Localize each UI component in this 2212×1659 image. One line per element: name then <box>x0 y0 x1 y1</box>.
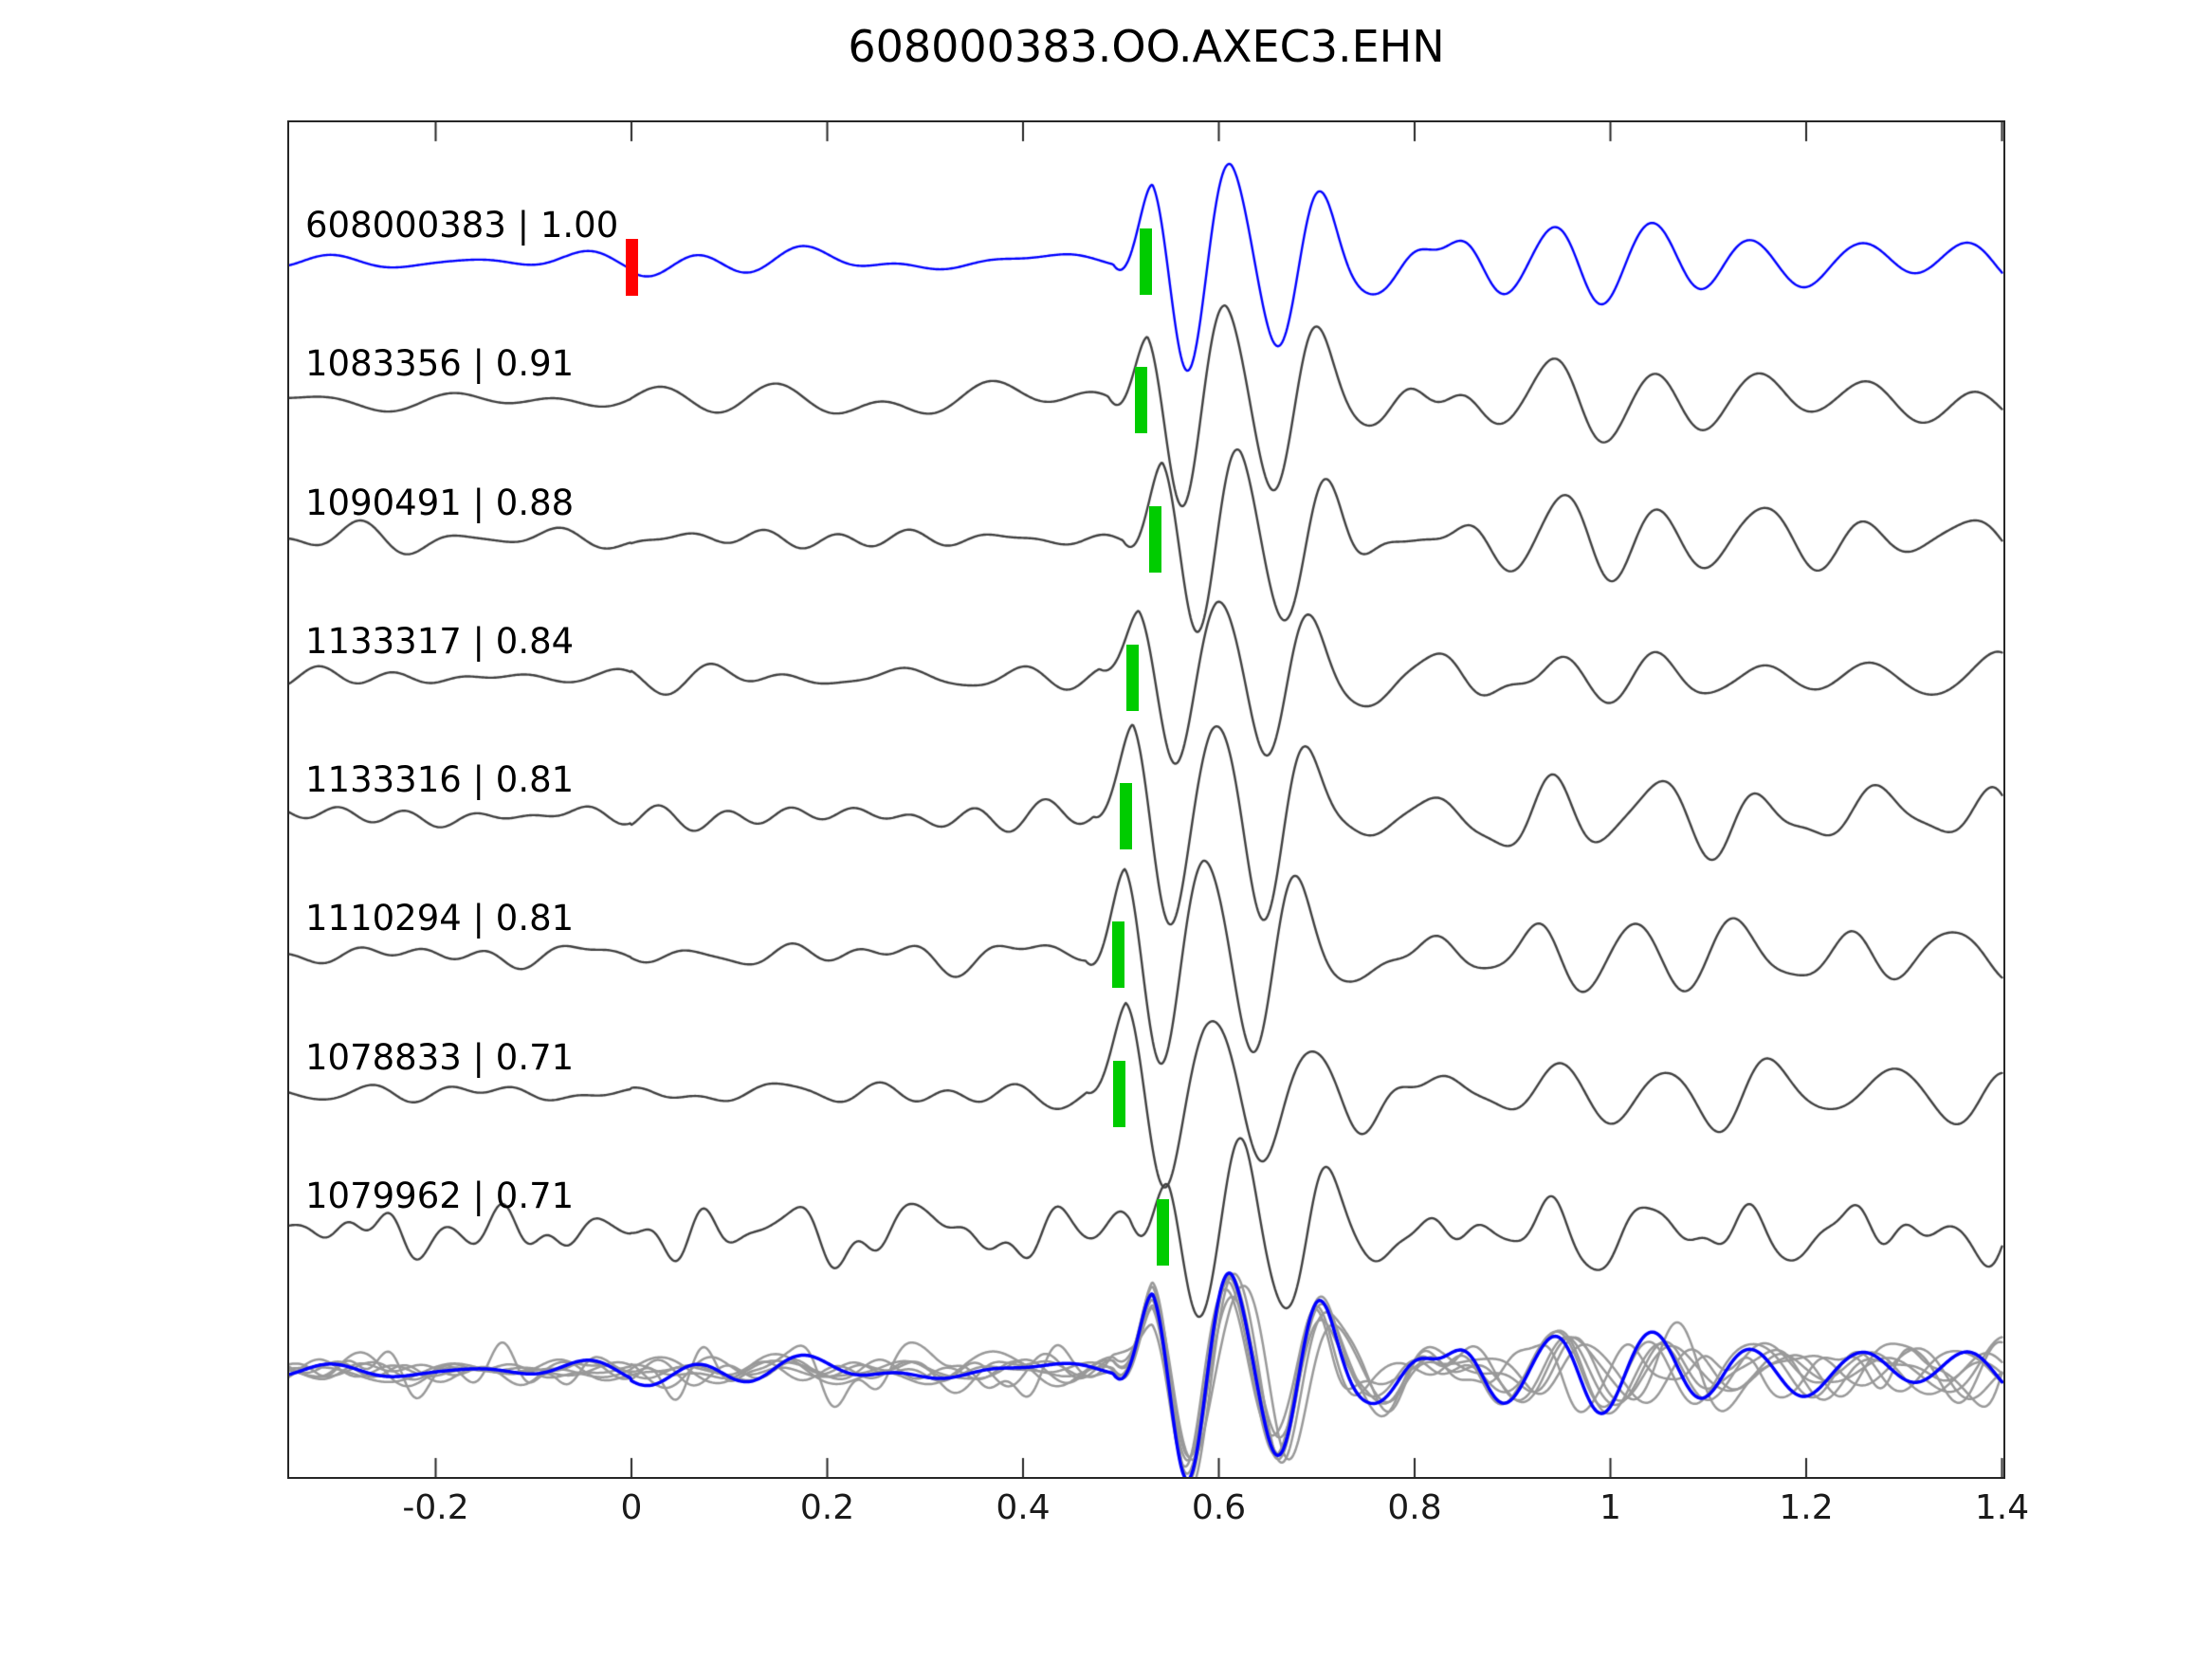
trace-label-3: 1133317 | 0.84 <box>305 620 575 662</box>
x-tick-label-6: 1 <box>1600 1488 1621 1527</box>
x-tick-label-7: 1.2 <box>1779 1488 1834 1527</box>
trace-label-1: 1083356 | 0.91 <box>305 343 575 385</box>
plot-area: 608000383 | 1.00 1083356 | 0.91 1090491 … <box>287 120 2005 1479</box>
x-tick-label-1: 0 <box>620 1488 643 1527</box>
x-tick-label-4: 0.6 <box>1191 1488 1247 1527</box>
trace-label-2: 1090491 | 0.88 <box>305 482 575 523</box>
trace-label-7: 1079962 | 0.71 <box>305 1175 575 1216</box>
x-tick-label-8: 1.4 <box>1974 1488 2030 1527</box>
trace-label-6: 1078833 | 0.71 <box>305 1036 575 1078</box>
trace-label-5: 1110294 | 0.81 <box>305 898 575 939</box>
x-tick-label-5: 0.8 <box>1387 1488 1442 1527</box>
trace-label-4: 1133316 | 0.81 <box>305 759 575 800</box>
x-tick-label-3: 0.4 <box>996 1488 1051 1527</box>
x-tick-label-0: -0.2 <box>402 1488 469 1527</box>
waveform-canvas <box>289 122 2003 1477</box>
trace-label-0: 608000383 | 1.00 <box>305 205 619 246</box>
figure-title: 608000383.OO.AXEC3.EHN <box>848 21 1445 72</box>
x-tick-label-2: 0.2 <box>799 1488 855 1527</box>
